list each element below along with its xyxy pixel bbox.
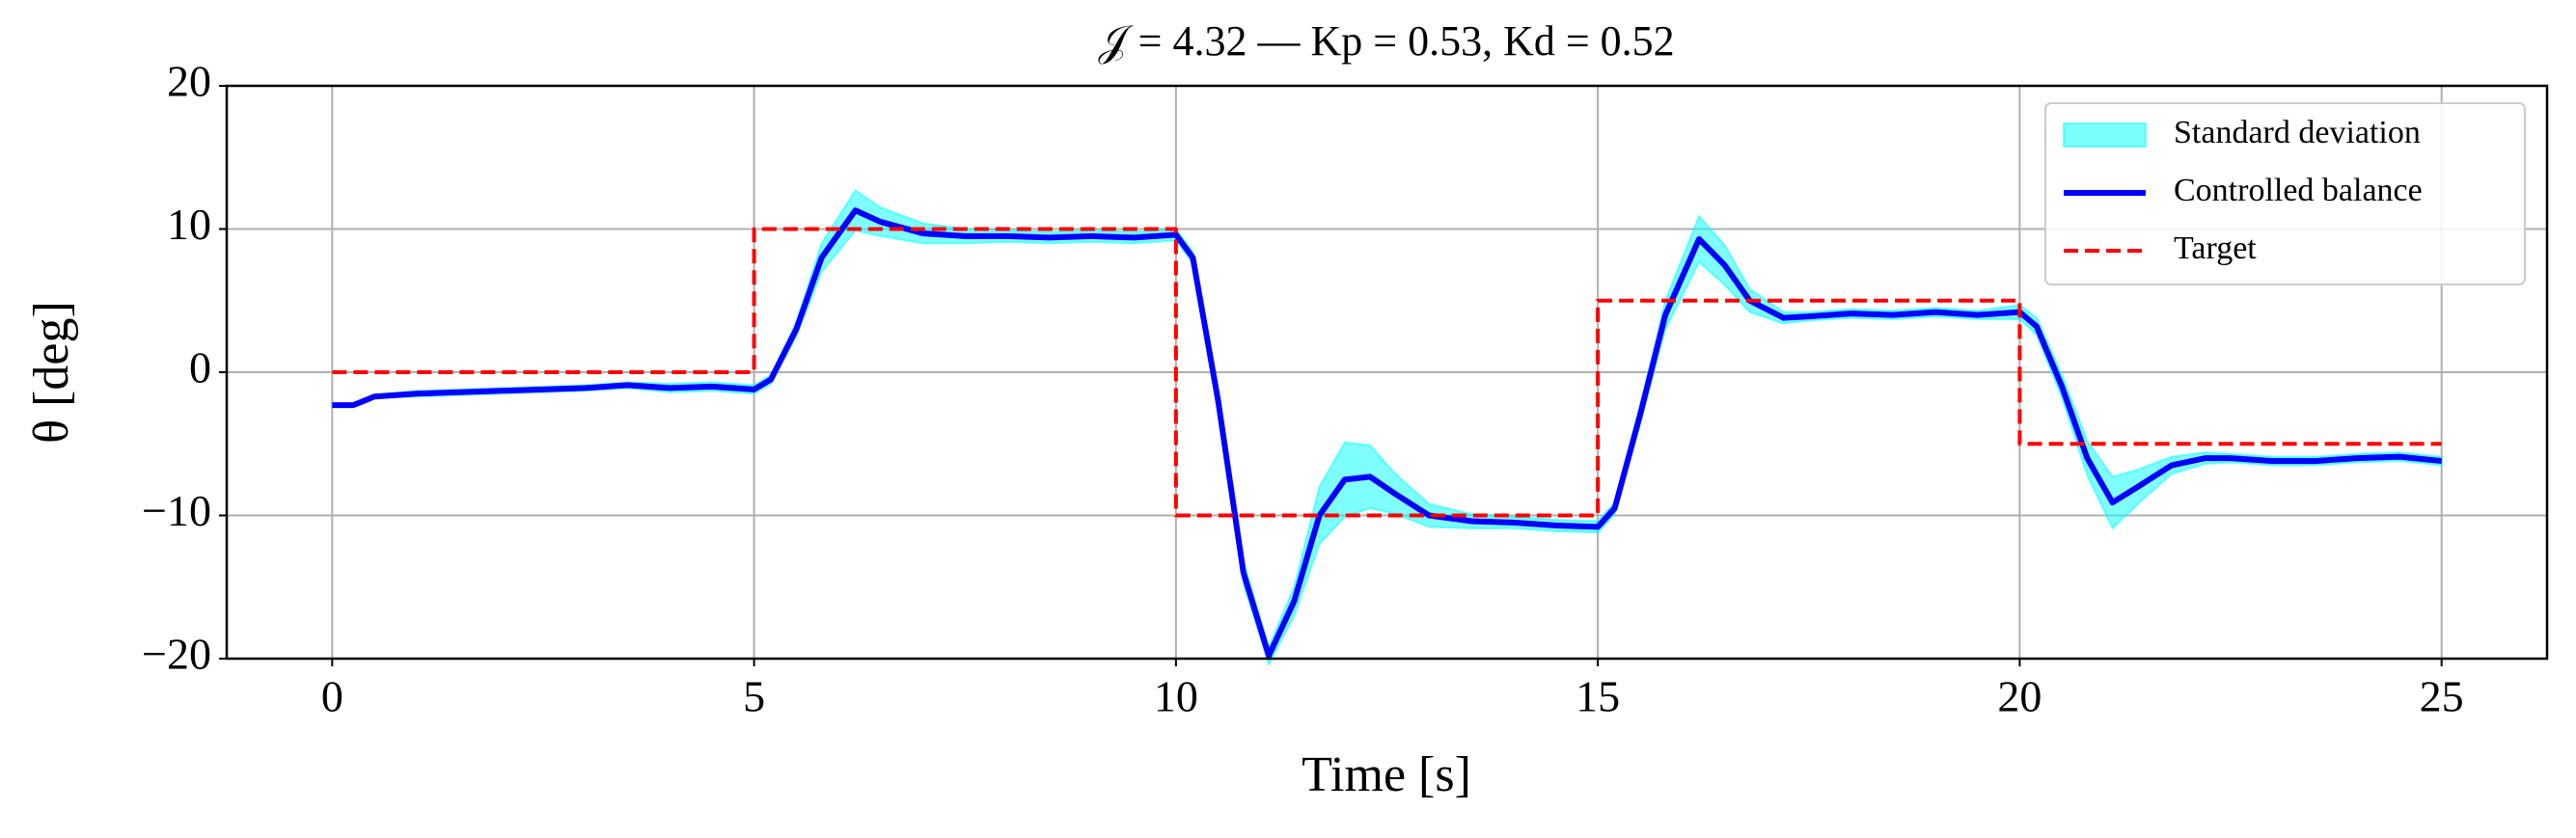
y-axis-label: θ [deg] (24, 301, 79, 444)
series-line (332, 227, 2442, 518)
legend-label: Target (2174, 230, 2257, 266)
legend-label: Standard deviation (2174, 115, 2421, 150)
legend-label: Controlled balance (2174, 173, 2423, 208)
series-line (332, 207, 2442, 660)
chart-title: 𝒥 = 4.32 — Kp = 0.53, Kd = 0.52 (1098, 17, 1674, 65)
legend-swatch (2063, 122, 2147, 148)
legend-box (2044, 102, 2526, 285)
y-tick-label: −10 (142, 486, 211, 535)
y-tick-label: 0 (189, 343, 211, 392)
y-tick-label: 20 (167, 57, 211, 106)
x-tick-label: 5 (743, 672, 765, 721)
x-tick-label: 20 (1997, 672, 2042, 721)
x-axis-label: Time [s] (1302, 747, 1471, 802)
plot-frame (225, 84, 2549, 661)
x-tick-label: 15 (1576, 672, 1620, 721)
y-tick-label: −20 (142, 630, 211, 679)
y-tick-label: 10 (167, 200, 211, 249)
x-tick-label: 0 (321, 672, 343, 721)
x-tick-label: 25 (2420, 672, 2464, 721)
x-tick-label: 10 (1154, 672, 1198, 721)
